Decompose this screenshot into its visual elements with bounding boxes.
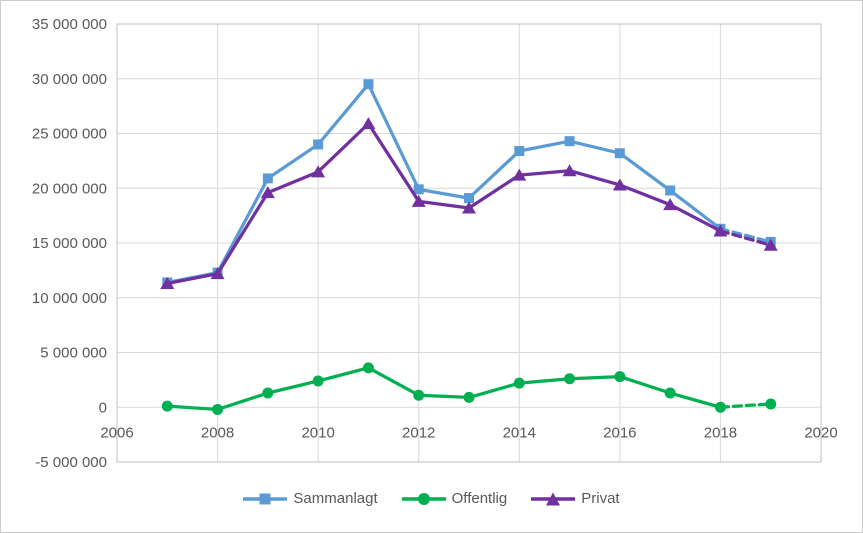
data-point-privat (713, 224, 728, 237)
data-point-offentlig (212, 403, 224, 415)
data-point-sammanlagt (564, 136, 575, 147)
legend-item-privat: Privat (531, 490, 620, 507)
data-point-offentlig (362, 362, 374, 374)
x-axis-tick-label: 2018 (704, 424, 737, 441)
data-point-privat (411, 194, 426, 207)
legend-label-offentlig: Offentlig (451, 490, 508, 507)
legend-circle-marker-icon (401, 493, 446, 505)
data-point-offentlig (161, 400, 173, 412)
data-point-privat (260, 186, 275, 199)
y-axis-tick-label: 35 000 000 (32, 16, 107, 33)
data-point-sammanlagt (514, 146, 525, 157)
x-axis-tick-label: 2020 (804, 424, 837, 441)
x-axis-tick-label: 2012 (402, 424, 435, 441)
x-axis-tick-label: 2006 (100, 424, 133, 441)
legend-item-offentlig: Offentlig (401, 490, 508, 507)
data-point-sammanlagt (363, 79, 374, 90)
y-axis-tick-label: 10 000 000 (32, 290, 107, 307)
series-line-privat (165, 122, 723, 286)
series-line-sammanlagt (165, 82, 723, 285)
data-point-privat (361, 117, 376, 130)
y-axis-tick-label: 25 000 000 (32, 126, 107, 143)
data-point-privat (562, 164, 577, 177)
data-point-sammanlagt (262, 173, 273, 184)
square-marker-icon (259, 493, 271, 505)
data-point-offentlig (765, 398, 777, 410)
plot-border (116, 23, 822, 463)
data-point-offentlig (714, 401, 726, 413)
data-point-sammanlagt (313, 139, 324, 150)
data-point-offentlig (312, 375, 324, 387)
y-axis-tick-label: 15 000 000 (32, 235, 107, 252)
y-axis-tick-label: 20 000 000 (32, 180, 107, 197)
legend-square-marker-icon (243, 493, 288, 505)
data-point-offentlig (262, 387, 274, 399)
data-point-privat (160, 277, 175, 290)
data-point-sammanlagt (665, 185, 676, 196)
series-dashed-line-sammanlagt (718, 227, 773, 244)
data-point-sammanlagt (464, 193, 474, 204)
data-point-offentlig (664, 387, 676, 399)
data-point-privat (663, 198, 678, 211)
y-axis-tick-label: 5 000 000 (40, 345, 107, 362)
series-line-offentlig (165, 366, 723, 412)
data-point-privat (210, 267, 225, 280)
triangle-marker-icon (546, 492, 561, 506)
x-axis-tick-label: 2008 (201, 424, 234, 441)
data-point-privat (763, 238, 778, 251)
x-axis-tick-label: 2016 (603, 424, 636, 441)
x-axis-tick-label: 2010 (301, 424, 334, 441)
data-point-privat (512, 168, 527, 181)
legend-label-sammanlagt: Sammanlagt (293, 490, 378, 507)
data-point-offentlig (513, 377, 525, 389)
circle-marker-icon (417, 493, 430, 505)
series-dashed-line-offentlig (718, 402, 773, 409)
y-axis-tick-label: -5 000 000 (35, 454, 107, 471)
legend: Sammanlagt Offentlig Privat (1, 491, 862, 507)
data-point-offentlig (413, 389, 425, 401)
data-point-sammanlagt (614, 148, 625, 159)
legend-triangle-marker-icon (531, 492, 576, 506)
data-point-offentlig (564, 373, 576, 385)
data-point-privat (462, 201, 476, 214)
data-point-offentlig (614, 371, 626, 383)
data-point-offentlig (463, 391, 475, 403)
legend-label-privat: Privat (581, 490, 620, 507)
y-axis-tick-label: 30 000 000 (32, 71, 107, 88)
x-axis-tick-label: 2014 (503, 424, 536, 441)
data-point-privat (311, 165, 326, 178)
data-point-sammanlagt (413, 184, 424, 195)
y-axis-tick-label: 0 (99, 399, 107, 416)
series-dashed-line-privat (718, 229, 773, 247)
data-point-privat (612, 178, 627, 191)
legend-item-sammanlagt: Sammanlagt (243, 490, 378, 507)
